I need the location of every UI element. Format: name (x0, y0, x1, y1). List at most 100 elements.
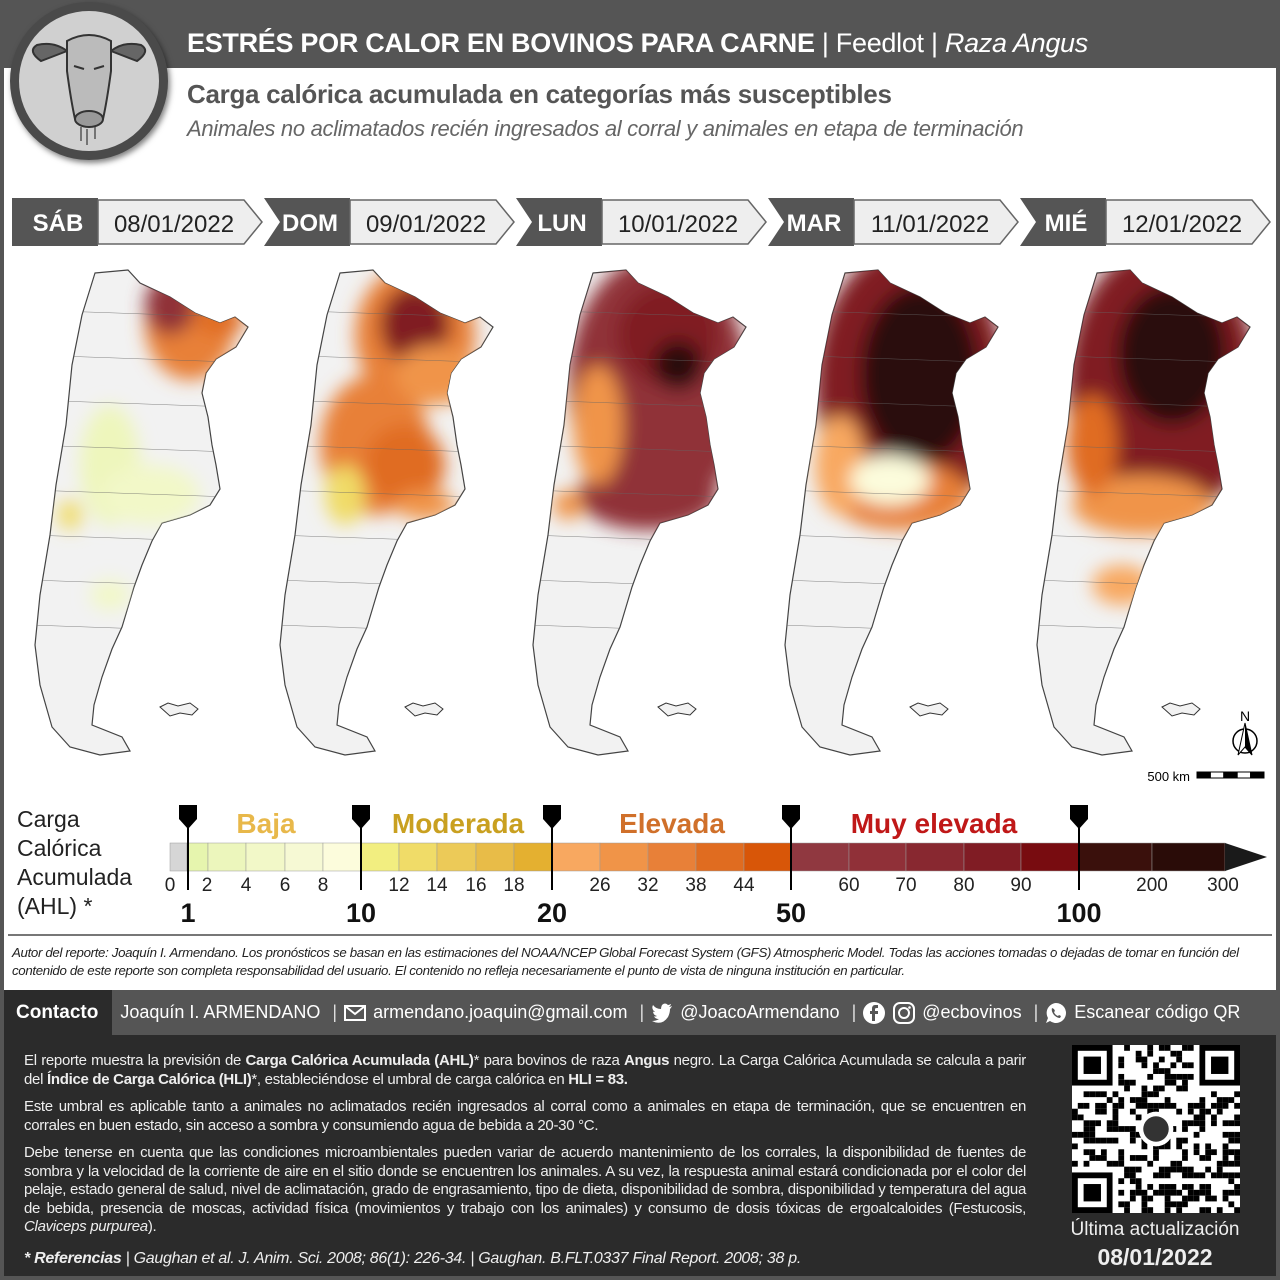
qr-module (1147, 1045, 1154, 1051)
qr-module (1234, 1189, 1240, 1196)
qr-module (1083, 1102, 1090, 1109)
legend-tick: 32 (637, 875, 658, 896)
scale-bar-segment (1209, 771, 1225, 779)
day-header-1: DOM 09/01/2022 (264, 198, 515, 246)
threshold-marker-icon (782, 805, 800, 829)
qr-module (1072, 1114, 1078, 1121)
date-label: 10/01/2022 (618, 211, 738, 238)
qr-module (1187, 1073, 1194, 1080)
qr-module (1077, 1131, 1084, 1138)
qr-module (1199, 1126, 1206, 1132)
qr-module (1176, 1201, 1183, 1208)
qr-module (1147, 1091, 1154, 1098)
qr-module (1147, 1050, 1154, 1057)
qr-module (1153, 1155, 1159, 1161)
contact-social[interactable]: @ecbovinos (922, 1002, 1022, 1022)
legend-tick: 44 (733, 875, 755, 896)
instagram-icon (893, 1001, 916, 1024)
legend-tick: 6 (280, 875, 291, 896)
qr-module (1228, 1131, 1235, 1138)
qr-module (1135, 1178, 1142, 1185)
malvinas-islands (159, 702, 199, 717)
qr-module (1135, 1184, 1142, 1190)
mail-icon (344, 1004, 367, 1021)
qr-module (1147, 1160, 1154, 1167)
qr-finder (1072, 1045, 1113, 1086)
heat-area (1067, 395, 1117, 495)
legend-swatch (169, 842, 188, 872)
qr-module (1129, 1189, 1136, 1196)
qr-module (1083, 1126, 1090, 1132)
update-label: Última actualización (1070, 1219, 1240, 1240)
qr-module (1135, 1097, 1142, 1103)
whatsapp-icon (1046, 1002, 1067, 1023)
qr-module (1129, 1172, 1136, 1179)
day-box (768, 198, 854, 246)
qr-module (1135, 1155, 1142, 1161)
qr-module (1089, 1120, 1096, 1127)
qr-module (1193, 1172, 1200, 1179)
threshold-marker-icon (179, 805, 197, 829)
divider (8, 934, 1272, 936)
qr-module (1118, 1062, 1125, 1069)
qr-module (1176, 1108, 1183, 1115)
qr-module (1100, 1137, 1107, 1144)
qr-code[interactable] (1072, 1045, 1240, 1213)
qr-module (1164, 1195, 1171, 1202)
update-date: 08/01/2022 (1097, 1244, 1213, 1270)
legend-tick: 4 (241, 875, 252, 896)
legend-tick: 16 (465, 875, 486, 896)
qr-module (1072, 1108, 1078, 1115)
legend-swatch (1151, 842, 1226, 872)
category-label: Baja (236, 808, 296, 839)
qr-module (1147, 1184, 1154, 1190)
qr-module (1170, 1126, 1177, 1132)
qr-module (1182, 1062, 1188, 1069)
qr-module (1158, 1045, 1165, 1051)
qr-module (1211, 1091, 1217, 1098)
qr-module (1153, 1085, 1159, 1092)
qr-module (1083, 1131, 1090, 1138)
qr-module (1100, 1108, 1107, 1115)
qr-module (1199, 1120, 1206, 1127)
day-label: LUN (537, 210, 586, 237)
qr-module (1164, 1207, 1171, 1213)
date-box (853, 199, 1019, 245)
threshold-label: 100 (1056, 898, 1101, 928)
qr-module (1141, 1056, 1148, 1063)
qr-module (1228, 1178, 1235, 1185)
qr-module (1228, 1120, 1235, 1127)
qr-module (1112, 1102, 1119, 1109)
legend-arrow (1225, 843, 1267, 871)
day-header-3: MAR 11/01/2022 (768, 198, 1019, 246)
qr-module (1083, 1137, 1090, 1144)
qr-module (1176, 1056, 1183, 1063)
day-header-0: SÁB 08/01/2022 (12, 198, 263, 246)
contact-twitter[interactable]: @JoacoArmendano (680, 1002, 840, 1022)
day-label: SÁB (33, 209, 84, 237)
qr-module (1147, 1195, 1154, 1202)
info-paragraph-2: Este umbral es aplicable tanto a animale… (24, 1098, 1026, 1134)
qr-module (1153, 1143, 1159, 1150)
qr-module (1205, 1189, 1212, 1196)
qr-module (1234, 1184, 1240, 1190)
qr-module (1077, 1102, 1084, 1109)
contact-email[interactable]: armendano.joaquin@gmail.com (373, 1002, 628, 1022)
qr-module (1112, 1120, 1119, 1127)
qr-module (1089, 1137, 1096, 1144)
qr-module (1118, 1189, 1125, 1196)
qr-module (1129, 1195, 1136, 1202)
legend-swatch (647, 842, 697, 872)
qr-module (1141, 1195, 1148, 1202)
contact-qr: Escanear código QR (1074, 1002, 1241, 1022)
qr-module (1129, 1155, 1136, 1161)
qr-module (1222, 1131, 1229, 1138)
legend-swatch (360, 842, 400, 872)
qr-module (1112, 1126, 1119, 1132)
threshold-marker-icon (352, 805, 370, 829)
heat-area (100, 465, 200, 525)
qr-module (1182, 1201, 1188, 1208)
qr-module (1141, 1097, 1148, 1103)
qr-module (1182, 1045, 1188, 1051)
legend-swatch (186, 842, 209, 872)
